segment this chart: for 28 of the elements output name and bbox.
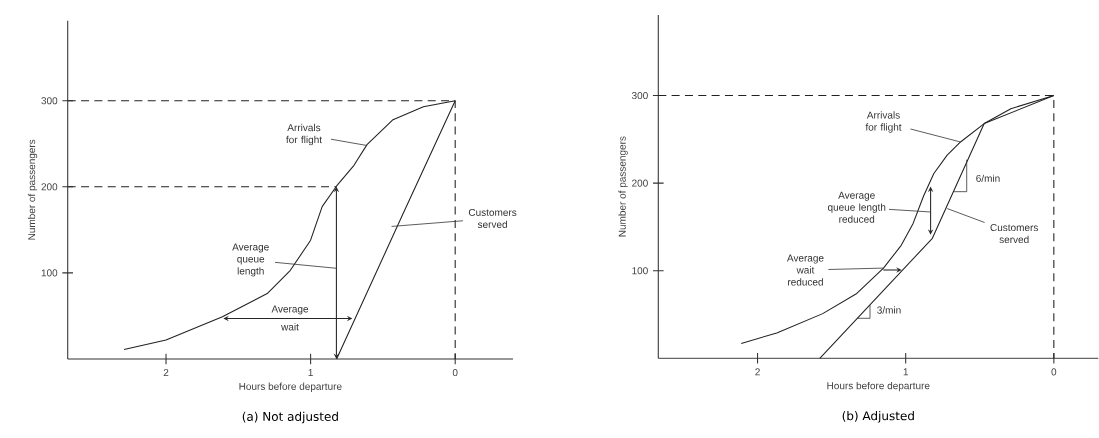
annotation: Arrivals for flight: [286, 123, 322, 146]
y-axis-title: Number of passengers: [27, 139, 38, 240]
text: (a) Not adjusted: [242, 411, 338, 424]
annotation: Average queue length: [232, 243, 269, 277]
y-tick-label: 200: [632, 179, 648, 187]
y-tick-label: 200: [41, 183, 58, 191]
annotation: Average wait: [271, 305, 309, 331]
x-axis-title: Hours before departure: [827, 381, 930, 392]
x-tick-label: 0: [452, 369, 458, 377]
y-axis-title: Number of passengers: [618, 136, 628, 237]
y-tick-label: 100: [41, 269, 58, 277]
x-tick-label: 2: [163, 369, 169, 377]
y-tick-label: 300: [41, 97, 58, 105]
text: (b) Adjusted: [842, 411, 914, 423]
x-tick-label: 1: [903, 368, 908, 376]
annotation: Average wait reduced: [786, 254, 824, 286]
annotation: 6/min: [976, 174, 1000, 182]
annotation: Average queue length reduced: [827, 191, 886, 223]
annotation: Arrivals for flight: [865, 111, 902, 133]
annotation: 3/min: [877, 306, 901, 314]
y-tick-label: 100: [632, 267, 648, 275]
x-tick-label: 1: [308, 369, 313, 376]
annotation: Customers served: [990, 224, 1038, 244]
x-tick-label: 0: [1051, 368, 1057, 376]
annotation: Customers served: [468, 208, 517, 228]
x-tick-label: 2: [755, 368, 760, 376]
x-axis-title: Hours before departure: [239, 382, 342, 392]
y-tick-label: 300: [631, 92, 648, 100]
